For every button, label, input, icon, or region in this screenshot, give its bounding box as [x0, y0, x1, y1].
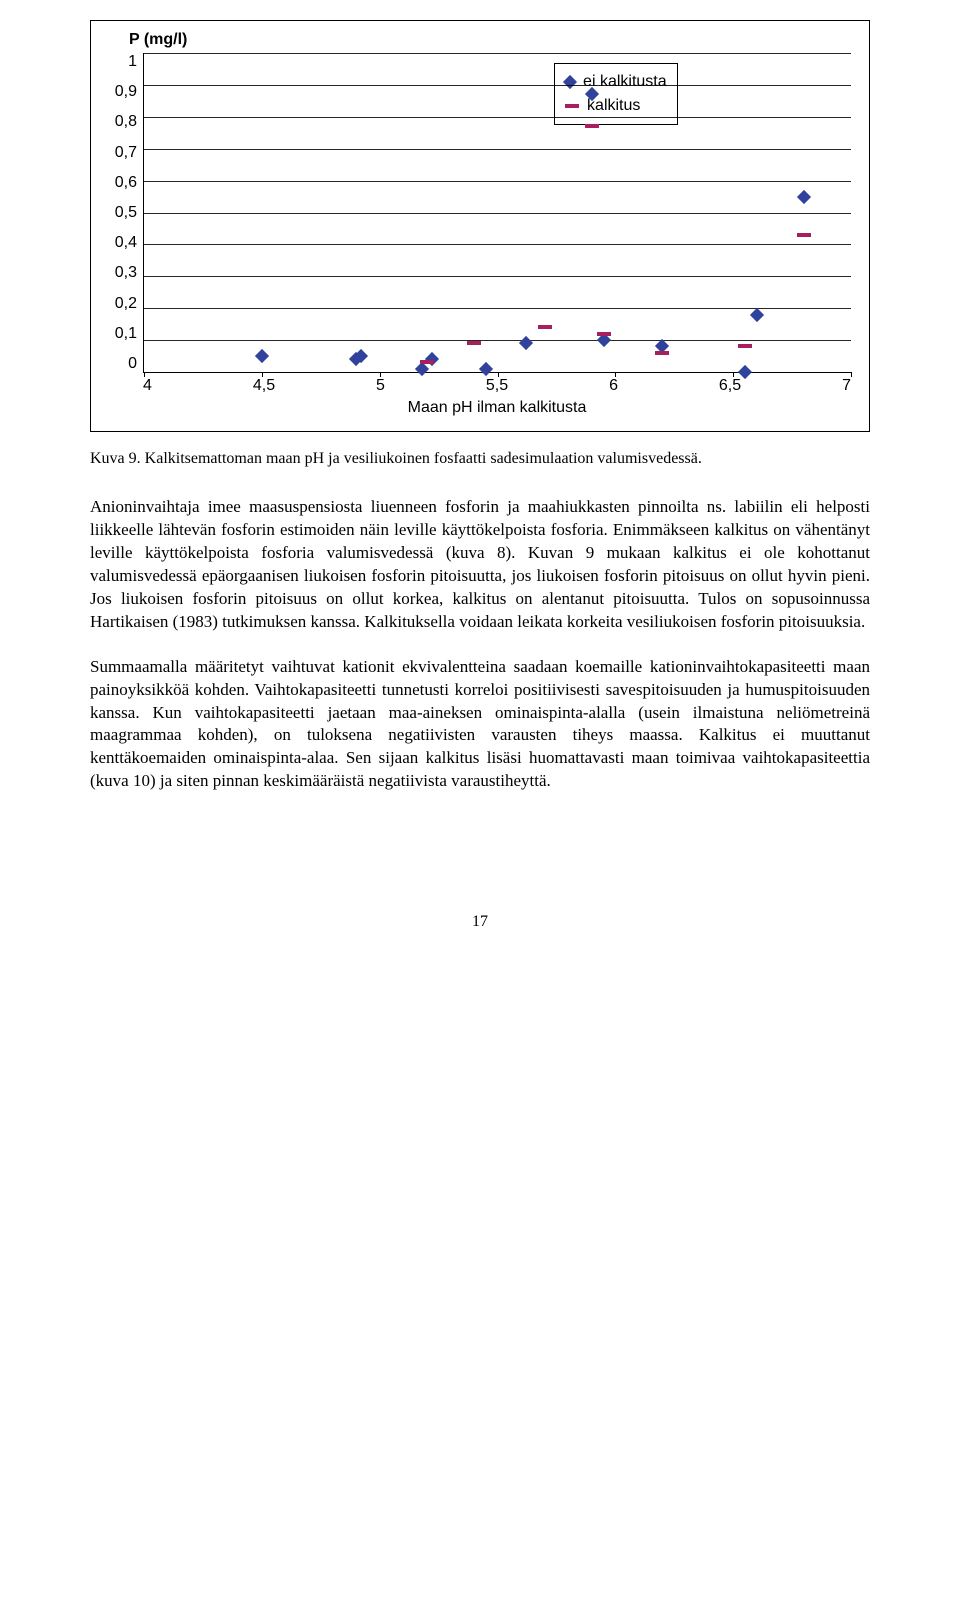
- y-tick-label: 0,1: [101, 325, 137, 343]
- diamond-icon: [563, 74, 577, 88]
- x-tick-mark: [144, 372, 145, 377]
- x-tick-label: 6,5: [719, 377, 741, 395]
- x-tick-label: 5,5: [486, 377, 508, 395]
- y-tick-labels: 1 0,9 0,8 0,7 0,6 0,5 0,4 0,3 0,2 0,1 0: [101, 53, 143, 373]
- diamond-icon: [519, 336, 533, 350]
- y-tick-label: 0,2: [101, 295, 137, 313]
- x-tick-mark: [498, 372, 499, 377]
- y-tick-label: 0,3: [101, 264, 137, 282]
- gridline: [144, 117, 851, 118]
- diamond-icon: [797, 189, 811, 203]
- x-axis-title: Maan pH ilman kalkitusta: [143, 399, 851, 417]
- y-tick-label: 0,5: [101, 204, 137, 222]
- diamond-icon: [479, 362, 493, 376]
- y-tick-label: 0,9: [101, 83, 137, 101]
- gridline: [144, 244, 851, 245]
- chart-inner: 1 0,9 0,8 0,7 0,6 0,5 0,4 0,3 0,2 0,1 0 ei kalkitu…: [101, 53, 851, 417]
- legend-item: ei kalkitusta: [565, 70, 667, 94]
- dash-icon: [655, 351, 669, 355]
- x-tick-mark: [615, 372, 616, 377]
- gridline: [144, 340, 851, 341]
- x-tick-mark: [380, 372, 381, 377]
- y-tick-label: 0: [101, 355, 137, 373]
- chart-legend: ei kalkitustakalkitus: [554, 63, 678, 125]
- plot-area: ei kalkitustakalkitus: [143, 53, 851, 373]
- x-tick-label: 7: [842, 377, 851, 395]
- legend-item: kalkitus: [565, 94, 667, 118]
- y-tick-label: 0,6: [101, 174, 137, 192]
- x-tick-label: 4: [143, 377, 152, 395]
- y-tick-label: 0,7: [101, 144, 137, 162]
- dash-icon: [797, 233, 811, 237]
- chart-container: P (mg/l) 1 0,9 0,8 0,7 0,6 0,5 0,4 0,3 0,2 0,1 0 e…: [90, 20, 870, 432]
- dash-icon: [420, 360, 434, 364]
- body-paragraph-2: Summaamalla määritetyt vaihtuvat kationi…: [90, 656, 870, 794]
- gridline: [144, 181, 851, 182]
- page-number: 17: [90, 913, 870, 931]
- diamond-icon: [750, 308, 764, 322]
- x-tick-label: 6: [609, 377, 618, 395]
- x-tick-mark: [262, 372, 263, 377]
- dash-icon: [585, 124, 599, 128]
- dash-icon: [565, 104, 579, 108]
- x-tick-label: 4,5: [253, 377, 275, 395]
- x-tick-labels: 4 4,5 5 5,5 6 6,5 7: [143, 377, 851, 395]
- dash-icon: [538, 325, 552, 329]
- dash-icon: [597, 332, 611, 336]
- plot-column: ei kalkitustakalkitus 4 4,5 5 5,5 6 6,5 7 Maan…: [143, 53, 851, 417]
- dash-icon: [467, 341, 481, 345]
- gridline: [144, 149, 851, 150]
- x-tick-label: 5: [376, 377, 385, 395]
- gridline: [144, 308, 851, 309]
- gridline: [144, 85, 851, 86]
- gridline: [144, 276, 851, 277]
- x-tick-mark: [733, 372, 734, 377]
- gridline: [144, 53, 851, 54]
- x-tick-mark: [851, 372, 852, 377]
- y-axis-title: P (mg/l): [129, 31, 851, 49]
- diamond-icon: [255, 349, 269, 363]
- figure-caption: Kuva 9. Kalkitsemattoman maan pH ja vesi…: [90, 450, 870, 468]
- y-tick-label: 0,4: [101, 234, 137, 252]
- gridline: [144, 213, 851, 214]
- y-tick-label: 1: [101, 53, 137, 71]
- dash-icon: [738, 344, 752, 348]
- body-paragraph-1: Anioninvaihtaja imee maasuspensiosta liu…: [90, 496, 870, 634]
- y-tick-label: 0,8: [101, 113, 137, 131]
